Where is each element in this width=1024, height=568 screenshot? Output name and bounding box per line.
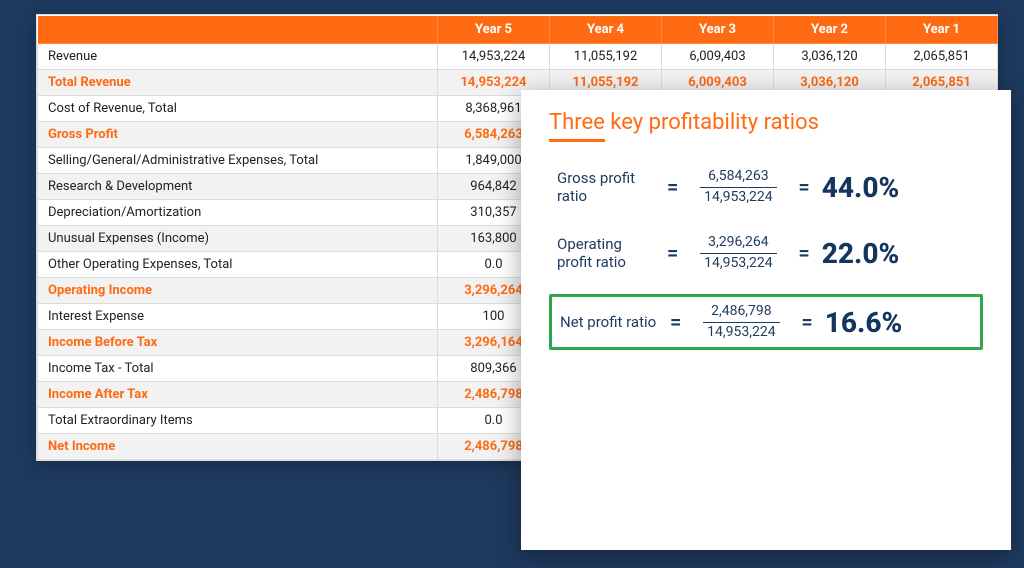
row-label: Operating Income <box>38 278 438 304</box>
ratio-denominator: 14,953,224 <box>700 253 776 273</box>
row-label: Net Income <box>38 434 438 460</box>
equals-sign: = <box>798 241 809 265</box>
row-label: Cost of Revenue, Total <box>38 96 438 122</box>
row-label: Revenue <box>38 44 438 70</box>
table-header-year3: Year 3 <box>662 16 774 44</box>
table-header-year2: Year 2 <box>774 16 886 44</box>
equals-sign: = <box>667 241 678 265</box>
row-value: 2,065,851 <box>886 44 998 70</box>
row-label: Interest Expense <box>38 304 438 330</box>
row-value: 11,055,192 <box>550 44 662 70</box>
table-header-year5: Year 5 <box>438 16 550 44</box>
ratio-denominator: 14,953,224 <box>700 187 776 207</box>
ratio-row: Net profit ratio = 2,486,79814,953,224 = 16.… <box>549 294 983 350</box>
ratio-row: Operating profit ratio = 3,296,26414,953,2… <box>549 228 983 278</box>
row-value: 3,036,120 <box>774 44 886 70</box>
profitability-ratios-card: Three key profitability ratios Gross pro… <box>521 90 1011 550</box>
row-label: Total Extraordinary Items <box>38 408 438 434</box>
row-label: Income After Tax <box>38 382 438 408</box>
table-row: Revenue14,953,22411,055,1926,009,4033,03… <box>38 44 998 70</box>
ratio-denominator: 14,953,224 <box>703 322 779 342</box>
row-value: 6,009,403 <box>662 44 774 70</box>
ratio-numerator: 6,584,263 <box>704 168 773 187</box>
row-label: Other Operating Expenses, Total <box>38 252 438 278</box>
table-header-year4: Year 4 <box>550 16 662 44</box>
row-label: Gross Profit <box>38 122 438 148</box>
ratios-title-underline <box>549 139 605 142</box>
ratio-numerator: 2,486,798 <box>707 303 776 322</box>
row-label: Income Before Tax <box>38 330 438 356</box>
ratio-result: 22.0% <box>822 237 900 270</box>
row-label: Total Revenue <box>38 70 438 96</box>
ratio-fraction: 3,296,26414,953,224 <box>688 234 788 272</box>
row-label: Selling/General/Administrative Expenses,… <box>38 148 438 174</box>
equals-sign: = <box>801 310 812 334</box>
ratio-result: 16.6% <box>825 306 903 339</box>
table-header-year1: Year 1 <box>886 16 998 44</box>
ratio-fraction: 6,584,26314,953,224 <box>688 168 788 206</box>
row-label: Unusual Expenses (Income) <box>38 226 438 252</box>
ratio-name: Gross profit ratio <box>557 169 657 205</box>
ratio-numerator: 3,296,264 <box>704 234 773 253</box>
table-header-blank <box>38 16 438 44</box>
row-label: Depreciation/Amortization <box>38 200 438 226</box>
row-label: Income Tax - Total <box>38 356 438 382</box>
ratio-name: Operating profit ratio <box>557 235 657 271</box>
equals-sign: = <box>667 175 678 199</box>
table-header-row: Year 5 Year 4 Year 3 Year 2 Year 1 <box>38 16 998 44</box>
ratio-name: Net profit ratio <box>560 313 660 331</box>
ratio-row: Gross profit ratio = 6,584,26314,953,224 = 4… <box>549 162 983 212</box>
ratios-title: Three key profitability ratios <box>549 110 983 135</box>
ratio-result: 44.0% <box>822 171 900 204</box>
equals-sign: = <box>670 310 681 334</box>
equals-sign: = <box>798 175 809 199</box>
ratio-fraction: 2,486,79814,953,224 <box>691 303 791 341</box>
row-value: 14,953,224 <box>438 44 550 70</box>
row-label: Research & Development <box>38 174 438 200</box>
